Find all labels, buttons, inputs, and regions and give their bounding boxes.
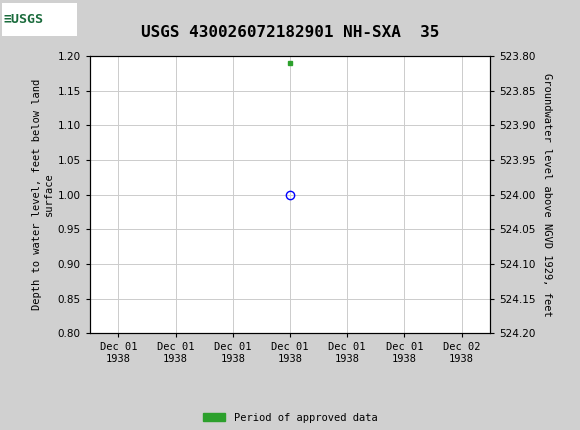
- Text: ≡USGS: ≡USGS: [3, 13, 43, 26]
- Legend: Period of approved data: Period of approved data: [202, 413, 378, 423]
- Y-axis label: Groundwater level above NGVD 1929, feet: Groundwater level above NGVD 1929, feet: [542, 73, 552, 316]
- Y-axis label: Depth to water level, feet below land
surface: Depth to water level, feet below land su…: [32, 79, 53, 310]
- Text: USGS 430026072182901 NH-SXA  35: USGS 430026072182901 NH-SXA 35: [141, 25, 439, 40]
- Bar: [2, 3, 77, 36]
